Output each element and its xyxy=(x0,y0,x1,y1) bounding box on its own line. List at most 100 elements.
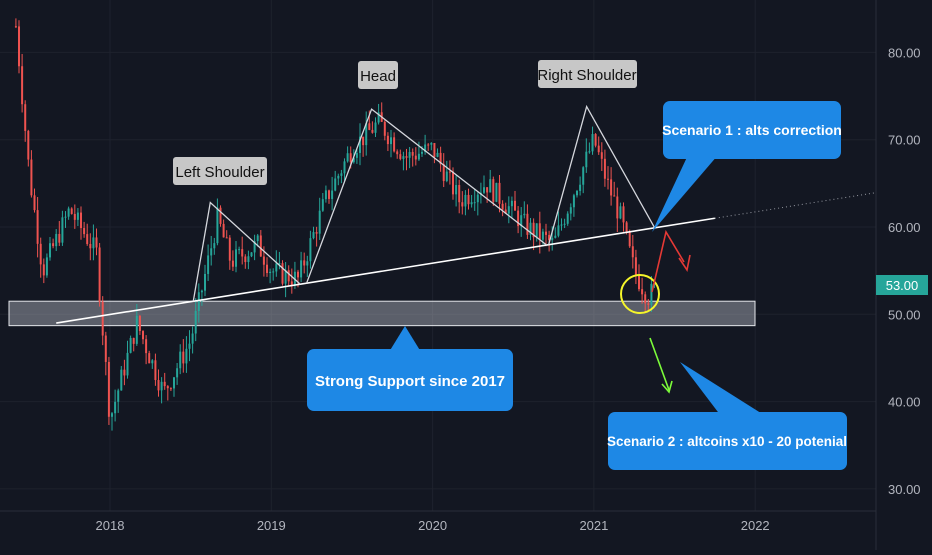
candle-body xyxy=(458,185,461,203)
candle-body xyxy=(14,26,17,28)
scenario-1-arrowhead xyxy=(678,254,691,273)
candle-body xyxy=(83,228,86,235)
candle-body xyxy=(436,152,439,157)
price-axis[interactable]: 80.00 70.00 60.00 50.00 40.00 30.00 xyxy=(888,45,921,497)
candle-body xyxy=(588,151,591,153)
support-zone xyxy=(8,300,756,327)
candle-body xyxy=(424,144,427,152)
candle-body xyxy=(411,151,414,156)
candle-body xyxy=(76,212,79,220)
candle-body xyxy=(173,377,176,389)
candle-body xyxy=(517,210,520,227)
candle-body xyxy=(324,190,327,200)
candle-body xyxy=(67,208,70,217)
candle-body xyxy=(210,248,213,256)
candle-body xyxy=(473,202,476,204)
candle-body xyxy=(501,203,504,210)
support-callout: Strong Support since 2017 xyxy=(307,326,513,411)
candle-body xyxy=(45,257,48,276)
scenario-2-arrow xyxy=(649,337,670,391)
scenario-2-box xyxy=(608,412,847,470)
candles xyxy=(14,18,656,431)
candle-body xyxy=(408,151,411,158)
candle-body xyxy=(386,135,389,145)
candle-body xyxy=(104,335,107,362)
candle-body xyxy=(529,222,532,235)
candle-body xyxy=(582,167,585,185)
time-tick-label: 2022 xyxy=(741,518,770,533)
candle-body xyxy=(185,348,188,364)
candle-body xyxy=(194,310,197,334)
time-tick-label: 2021 xyxy=(579,518,608,533)
candle-body xyxy=(631,246,634,258)
candle-body xyxy=(86,234,89,244)
time-axis[interactable]: 2018 2019 2020 2021 2022 xyxy=(96,518,770,533)
time-tick-label: 2020 xyxy=(418,518,447,533)
candle-body xyxy=(55,233,58,247)
candle-body xyxy=(89,243,92,249)
candle-body xyxy=(138,315,141,332)
scenario-2-arrowhead xyxy=(661,380,673,394)
candle-body xyxy=(101,301,104,336)
candle-body xyxy=(18,26,21,67)
candle-body xyxy=(613,195,616,197)
price-tick-label: 80.00 xyxy=(888,45,921,60)
support-pointer xyxy=(389,326,421,352)
candle-body xyxy=(504,209,507,214)
candle-body xyxy=(452,171,455,195)
candle-body xyxy=(492,179,495,202)
candle-body xyxy=(309,238,312,262)
candle-body xyxy=(510,200,513,207)
candle-body xyxy=(442,164,445,182)
candle-body xyxy=(383,121,386,136)
candle-body xyxy=(272,271,275,273)
candle-body xyxy=(228,237,231,261)
candle-body xyxy=(476,194,479,203)
candle-body xyxy=(396,151,399,155)
candle-body xyxy=(644,294,647,304)
candle-body xyxy=(455,185,458,195)
candle-body xyxy=(328,190,331,199)
price-tick-label: 40.00 xyxy=(888,395,921,410)
candle-body xyxy=(464,194,467,207)
candle-body xyxy=(182,351,185,364)
candle-body xyxy=(160,381,163,391)
breakdown-circle xyxy=(620,274,660,314)
candle-body xyxy=(111,413,114,417)
candle-body xyxy=(566,213,569,224)
candle-body xyxy=(374,122,377,133)
scenario-2-label: Scenario 2 : altcoins x10 - 20 potenial xyxy=(607,434,847,449)
candle-body xyxy=(284,270,287,284)
candle-body xyxy=(365,123,368,146)
candle-body xyxy=(634,257,637,275)
candle-body xyxy=(340,173,343,176)
candle-body xyxy=(250,252,253,257)
candle-body xyxy=(154,360,157,381)
candle-body xyxy=(281,263,284,284)
candle-body xyxy=(498,182,501,204)
last-price-badge: 53.00 xyxy=(876,275,928,295)
candle-body xyxy=(538,223,541,240)
candle-body xyxy=(507,206,510,214)
candle-body xyxy=(541,231,544,240)
candle-body xyxy=(225,237,228,239)
left-shoulder-tag-bg xyxy=(173,157,267,185)
head-tag: Head xyxy=(358,61,398,89)
candle-body xyxy=(297,271,300,278)
candle-body xyxy=(318,210,321,234)
candle-body xyxy=(483,187,486,193)
price-tick-label: 30.00 xyxy=(888,482,921,497)
candle-body xyxy=(346,153,349,162)
candle-body xyxy=(166,386,169,389)
candle-body xyxy=(179,351,182,369)
candle-body xyxy=(594,134,597,146)
time-tick-label: 2019 xyxy=(257,518,286,533)
candle-body xyxy=(30,159,33,196)
scenario-1-box xyxy=(663,101,841,159)
price-tick-label: 60.00 xyxy=(888,220,921,235)
candle-body xyxy=(169,388,172,390)
candle-body xyxy=(467,194,470,205)
candle-body xyxy=(405,156,408,158)
